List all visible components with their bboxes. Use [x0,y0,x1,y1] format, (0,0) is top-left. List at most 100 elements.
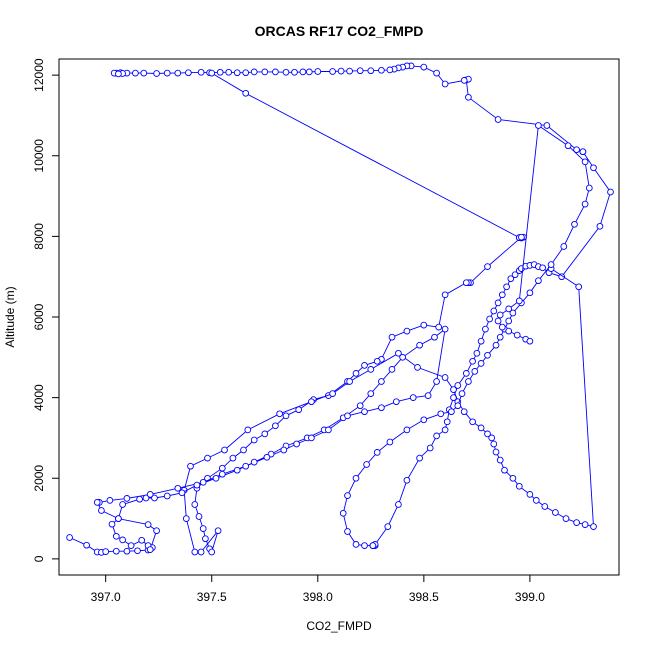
data-point [182,515,190,522]
data-point [505,317,513,325]
data-point [395,501,402,508]
data-point [392,398,400,406]
data-point [518,233,525,241]
data-point [352,474,360,482]
series-4 [339,122,593,549]
data-point [378,66,385,74]
data-point [102,548,110,555]
data-point [477,424,485,432]
x-tick-label: 398.5 [409,590,439,604]
data-point [441,291,449,299]
data-point [543,122,551,129]
y-tick-label: 2000 [32,465,46,492]
data-point [458,390,466,397]
data-point [127,542,135,549]
data-point [356,402,364,410]
y-tick-label: 10000 [32,139,46,173]
data-point [562,515,570,522]
data-point [93,499,101,506]
data-point [482,325,489,333]
data-point [433,69,440,77]
data-point [361,542,368,549]
data-point [437,410,445,418]
data-point [494,317,502,325]
data-point [496,456,504,464]
data-point [361,408,368,416]
data-point [399,353,406,361]
data-point [282,412,290,420]
data-point [202,535,209,543]
y-tick-label: 12000 [32,58,46,92]
data-point [346,378,353,385]
data-point [138,536,146,544]
data-point [191,501,199,508]
data-point [450,386,457,393]
data-point [509,309,517,317]
data-point [441,426,449,434]
data-point [443,418,451,426]
data-point [352,541,360,548]
data-point [119,536,126,544]
data-point [346,67,353,75]
data-point [496,311,504,319]
data-point [140,69,148,77]
data-point [441,325,449,333]
data-point [607,188,614,196]
series-line [342,124,590,547]
data-point [193,481,201,489]
data-point [435,323,443,331]
data-point [344,492,351,499]
data-point [83,541,90,549]
data-point [153,527,160,535]
data-point [492,341,500,349]
data-point [153,70,160,77]
data-point [299,68,307,76]
data-point [384,523,392,530]
data-point [420,321,428,329]
data-point [208,69,216,77]
data-point [552,509,559,516]
data-point [484,351,491,359]
data-point [367,390,375,397]
data-point [263,453,271,461]
data-point [144,521,152,528]
data-point [585,184,593,192]
data-point [199,478,207,486]
data-point [250,68,258,76]
data-point [388,333,396,341]
data-point [560,243,568,250]
data-point [471,368,479,375]
data-point [276,410,283,418]
data-point [416,454,423,462]
data-point [477,360,485,367]
data-point [233,69,241,77]
data-point [329,390,336,397]
data-point [515,297,523,305]
data-point [218,470,226,478]
data-point [433,378,440,385]
series-2 [191,69,527,553]
data-point [151,494,158,502]
data-point [501,466,508,474]
data-point [250,458,258,466]
data-point [367,67,375,75]
data-point [596,222,604,230]
data-point [221,446,228,454]
data-point [526,289,534,297]
data-point [409,394,417,401]
data-point [378,378,385,385]
data-point [112,532,120,540]
data-point [414,364,421,371]
data-point [367,366,375,373]
data-point [575,283,583,291]
data-point [344,528,351,535]
data-point [526,491,534,498]
data-point [250,436,258,444]
data-point [199,525,207,532]
data-point [363,461,370,468]
data-point [178,489,186,497]
data-point [465,93,472,101]
data-point [486,315,493,323]
data-point [448,408,455,416]
data-point [535,277,542,285]
